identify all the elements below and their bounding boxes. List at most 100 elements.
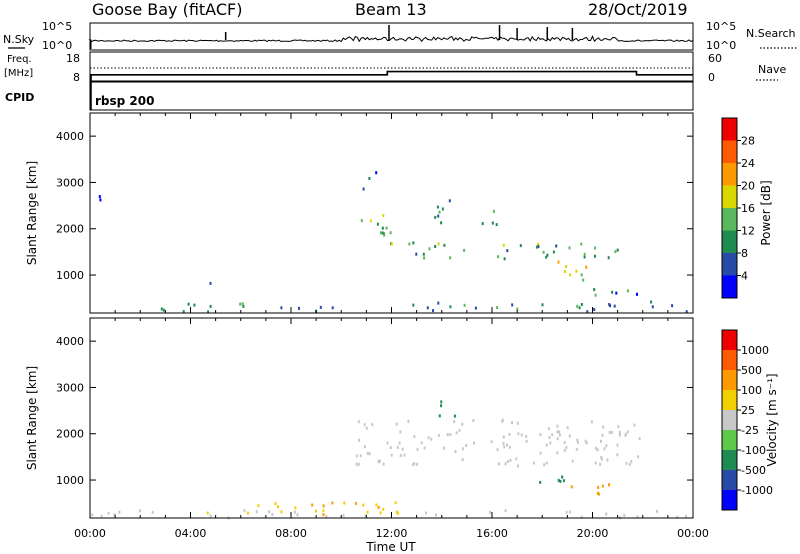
power-cell [607, 256, 610, 260]
velocity-colorbar-segment [722, 410, 737, 430]
power-cell [481, 222, 484, 226]
velocity-cell [355, 454, 358, 458]
power-cell [463, 303, 466, 307]
freq-panel: Freq. [MHz] 18 8 60 0 Nave [4, 51, 786, 84]
cpid-panel: CPID rbsp 200 [5, 81, 694, 111]
power-cell [506, 249, 509, 253]
velocity-cell [490, 440, 493, 444]
velocity-cell [420, 441, 423, 445]
velocity-cell [399, 430, 402, 434]
velocity-cell [358, 438, 360, 442]
power-cell [209, 281, 212, 285]
velocity-cell [557, 478, 560, 482]
velocity-cell [558, 430, 561, 434]
power-cell [651, 305, 654, 309]
power-cell [369, 219, 372, 223]
power-colorbar-segment [722, 275, 737, 298]
velocity-cell [371, 423, 374, 427]
velocity-cell [568, 510, 571, 514]
power-cell [437, 301, 440, 305]
velocity-colorbar-tick-label: -1000 [741, 484, 773, 497]
velocity-cell [427, 436, 430, 440]
velocity-cell [610, 430, 613, 434]
power-cell [575, 269, 578, 273]
velocity-colorbar-segment [722, 390, 737, 410]
y-tick-label: 4000 [56, 130, 84, 143]
velocity-colorbar-segment [722, 350, 737, 370]
velocity-cell [636, 515, 639, 519]
velocity-cell [504, 462, 507, 466]
power-cell [280, 306, 283, 310]
velocity-colorbar-segment [722, 450, 737, 470]
nave-tick-top: 60 [708, 52, 722, 65]
velocity-cell [603, 447, 606, 451]
velocity-cell [676, 515, 679, 519]
velocity-cell [600, 455, 603, 459]
power-cell [580, 303, 583, 306]
velocity-cell [413, 462, 416, 466]
velocity-cell [506, 443, 508, 447]
power-cell [368, 177, 371, 180]
velocity-cell [637, 455, 640, 459]
velocity-cell [362, 503, 365, 507]
beam-title: Beam 13 [355, 0, 427, 19]
velocity-colorbar-label: Velocity [m s⁻¹] [765, 373, 779, 466]
velocity-cell [379, 511, 382, 515]
velocity-cell [580, 515, 583, 519]
nave-label: Nave [758, 63, 786, 76]
velocity-cell [503, 445, 506, 449]
power-colorbar-tick-label: 20 [741, 180, 755, 193]
y-tick-label: 1000 [56, 474, 84, 487]
power-cell [381, 226, 384, 230]
velocity-cell [363, 445, 366, 449]
power-cell [440, 221, 443, 225]
velocity-cell [311, 503, 314, 507]
velocity-cell [247, 511, 249, 515]
power-cell [428, 247, 431, 251]
velocity-cell [601, 433, 604, 437]
velocity-cell [416, 447, 419, 451]
velocity-cell [606, 458, 609, 462]
velocity-colorbar-tick-label: -25 [741, 424, 759, 437]
velocity-cell [390, 453, 393, 457]
power-cell [241, 302, 244, 306]
velocity-cell [628, 462, 631, 466]
power-cell [582, 278, 585, 282]
velocity-colorbar-tick-label: -500 [741, 464, 766, 477]
velocity-colorbar-segment [722, 430, 737, 450]
velocity-cell [382, 507, 385, 511]
x-tick-label: 08:00 [275, 527, 307, 540]
velocity-cell [440, 404, 443, 408]
velocity-cell [559, 479, 562, 483]
velocity-cell [633, 423, 636, 427]
nsky-tick-bottom: 10^0 [42, 39, 72, 52]
velocity-colorbar-tick-label: 500 [741, 364, 762, 377]
power-cell [426, 306, 429, 310]
velocity-cell [355, 501, 358, 505]
power-cell [379, 231, 382, 235]
velocity-cell [435, 513, 437, 517]
velocity-colorbar-tick-label: 1000 [741, 344, 769, 357]
power-cell [519, 244, 522, 248]
x-tick-label: 12:00 [376, 527, 408, 540]
power-colorbar-segment [722, 163, 737, 186]
velocity-cell [294, 506, 297, 510]
velocity-cell [325, 514, 328, 518]
velocity-colorbar-segment [722, 330, 737, 350]
velocity-cell [453, 414, 456, 418]
velocity-cell [525, 439, 528, 443]
power-colorbar-tick-label: 12 [741, 225, 755, 238]
velocity-cell [423, 446, 426, 450]
power-cell [474, 306, 477, 310]
power-cell [423, 256, 426, 260]
x-axis: 00:00 04:00 08:00 12:00 16:00 20:00 00:00 [74, 527, 709, 540]
power-cell [99, 198, 102, 202]
velocity-colorbar-frame [721, 329, 738, 511]
velocity-cell [331, 501, 334, 505]
velocity-cell [626, 430, 629, 434]
y-tick-label: 3000 [56, 381, 84, 394]
power-cell [502, 243, 505, 247]
power-cell [563, 270, 566, 273]
power-cell [542, 250, 545, 254]
velocity-cell [602, 425, 605, 429]
